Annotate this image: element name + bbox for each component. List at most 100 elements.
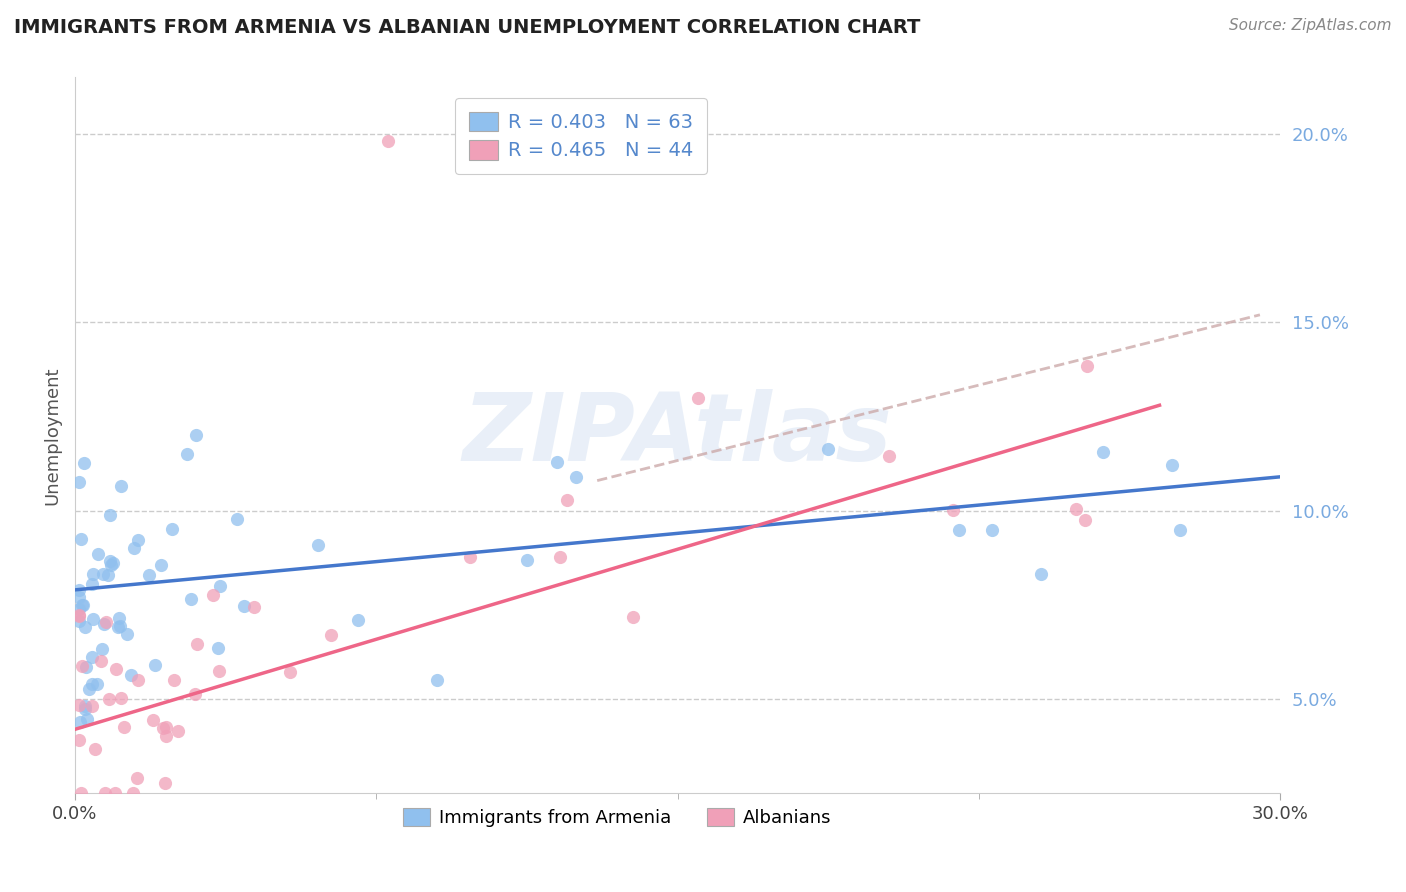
Point <box>307 538 329 552</box>
Point <box>458 550 481 565</box>
Point <box>180 592 202 607</box>
Point <box>104 786 127 800</box>
Point <box>98 554 121 568</box>
Point <box>167 723 190 738</box>
Text: ZIPAtlas: ZIPAtlas <box>463 390 893 482</box>
Point <box>377 135 399 149</box>
Point <box>138 568 160 582</box>
Point <box>1168 523 1191 537</box>
Point <box>80 576 103 591</box>
Point <box>73 457 96 471</box>
Point <box>209 579 232 593</box>
Text: Source: ZipAtlas.com: Source: ZipAtlas.com <box>1229 18 1392 33</box>
Point <box>75 660 97 674</box>
Point <box>981 523 1004 537</box>
Point <box>100 558 122 573</box>
Point <box>1076 359 1098 373</box>
Point <box>67 698 90 712</box>
Point <box>108 610 131 624</box>
Point <box>232 599 254 613</box>
Point <box>555 493 578 508</box>
Point <box>425 673 447 688</box>
Legend: Immigrants from Armenia, Albanians: Immigrants from Armenia, Albanians <box>395 801 839 834</box>
Point <box>153 776 176 790</box>
Point <box>207 641 229 656</box>
Point <box>73 620 96 634</box>
Point <box>948 523 970 537</box>
Point <box>94 615 117 629</box>
Point <box>79 681 101 696</box>
Point <box>70 598 93 612</box>
Point <box>67 602 90 616</box>
Point <box>73 698 96 713</box>
Point <box>546 455 568 469</box>
Point <box>108 619 131 633</box>
Point <box>70 532 93 546</box>
Point <box>565 469 588 483</box>
Point <box>82 649 104 664</box>
Point <box>155 720 177 734</box>
Point <box>67 608 90 623</box>
Text: IMMIGRANTS FROM ARMENIA VS ALBANIAN UNEMPLOYMENT CORRELATION CHART: IMMIGRANTS FROM ARMENIA VS ALBANIAN UNEM… <box>14 18 921 37</box>
Point <box>142 713 165 727</box>
Point <box>817 442 839 457</box>
Point <box>94 786 117 800</box>
Point <box>127 771 149 785</box>
Point <box>1091 445 1114 459</box>
Point <box>82 612 104 626</box>
Point <box>70 659 93 673</box>
Point <box>1160 458 1182 472</box>
Point <box>100 508 122 522</box>
Point <box>1066 501 1088 516</box>
Point <box>67 591 90 605</box>
Point <box>91 566 114 581</box>
Point <box>97 692 120 706</box>
Point <box>122 786 145 800</box>
Point <box>879 449 901 463</box>
Point <box>80 699 103 714</box>
Point <box>127 533 149 547</box>
Point <box>208 665 231 679</box>
Point <box>155 730 177 744</box>
Point <box>176 447 198 461</box>
Point <box>112 720 135 734</box>
Point <box>243 599 266 614</box>
Point <box>515 553 537 567</box>
Point <box>152 721 174 735</box>
Point <box>72 598 94 612</box>
Point <box>1074 512 1097 526</box>
Point <box>184 428 207 442</box>
Point <box>76 712 98 726</box>
Point <box>124 541 146 555</box>
Point <box>1031 567 1053 582</box>
Point <box>201 588 224 602</box>
Point <box>86 547 108 561</box>
Point <box>942 503 965 517</box>
Point <box>110 479 132 493</box>
Point <box>67 583 90 598</box>
Point <box>686 391 709 405</box>
Point <box>160 522 183 536</box>
Point <box>143 658 166 673</box>
Point <box>278 665 301 679</box>
Point <box>621 610 644 624</box>
Point <box>346 613 368 627</box>
Point <box>93 617 115 632</box>
Y-axis label: Unemployment: Unemployment <box>44 366 60 505</box>
Point <box>67 732 90 747</box>
Point <box>80 677 103 691</box>
Point <box>226 512 249 526</box>
Point <box>91 641 114 656</box>
Point <box>101 556 124 570</box>
Point <box>97 568 120 582</box>
Point <box>150 558 173 573</box>
Point <box>120 667 142 681</box>
Point <box>548 550 571 565</box>
Point <box>107 619 129 633</box>
Point <box>163 673 186 687</box>
Point <box>319 628 342 642</box>
Point <box>90 654 112 668</box>
Point <box>67 608 90 623</box>
Point <box>127 673 149 688</box>
Point <box>73 701 96 715</box>
